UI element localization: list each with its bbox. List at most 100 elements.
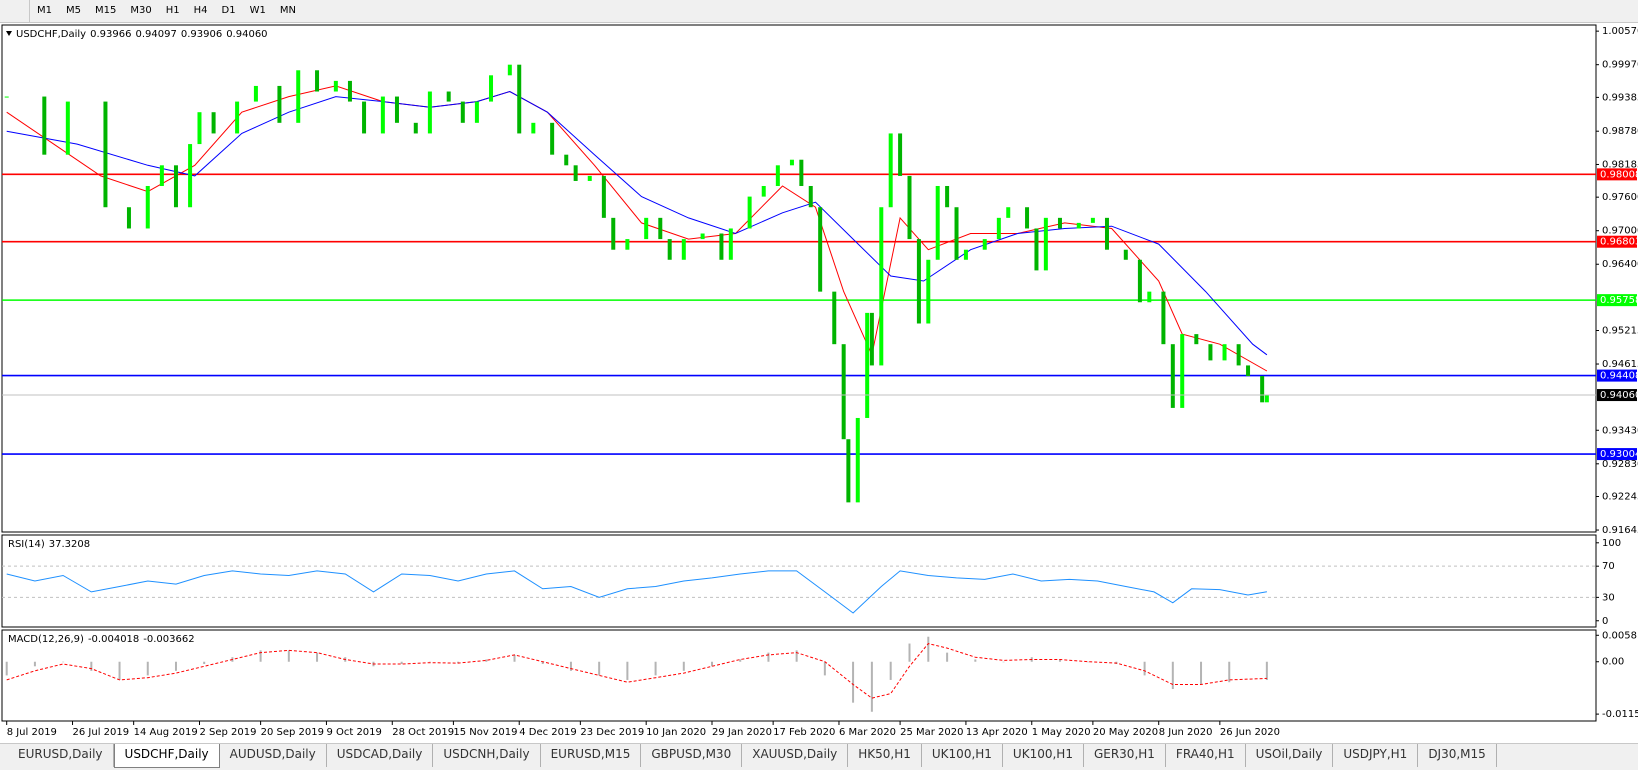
candle — [1104, 217, 1109, 250]
timeframe-button[interactable]: M5 — [66, 5, 81, 16]
timeframe-button[interactable]: M30 — [130, 5, 152, 16]
y-tick-label: 0.95215 — [1602, 325, 1638, 336]
level-label: 0.94408 — [1600, 371, 1638, 382]
chart-tab[interactable]: UK100,H1 — [1003, 744, 1084, 767]
candle — [625, 239, 630, 250]
candle — [235, 101, 240, 134]
macd-bar — [5, 661, 8, 676]
candle — [996, 217, 1001, 240]
candle — [832, 291, 837, 345]
candle — [550, 122, 555, 155]
candle — [601, 175, 606, 218]
candle — [1246, 365, 1251, 377]
panel-frame — [1, 534, 1597, 628]
chart-tab[interactable]: USDCAD,Daily — [327, 744, 434, 767]
timeframe-button[interactable]: H1 — [165, 5, 180, 16]
x-tick-label: 9 Oct 2019 — [326, 727, 381, 738]
chart-tab[interactable]: HK50,H1 — [848, 744, 922, 767]
candle — [1208, 344, 1213, 361]
timeframe-button[interactable]: H4 — [193, 5, 208, 16]
chart-tab[interactable]: EURUSD,M15 — [541, 744, 642, 767]
macd-bar — [795, 650, 798, 662]
candle — [644, 217, 649, 240]
candle — [65, 101, 70, 155]
macd-bar — [33, 661, 36, 667]
header-value: 37.3208 — [49, 539, 90, 550]
timeframe-toolbar: M1 M5 M15 M30 H1 H4 D1 W1 MN — [0, 0, 1638, 23]
y-tick-label: 100 — [1602, 538, 1621, 549]
y-tick-label: 0 — [1602, 616, 1608, 627]
chart-tab[interactable]: DJ30,M15 — [1418, 744, 1497, 767]
candle — [728, 228, 733, 260]
chart-tab[interactable]: GER30,H1 — [1084, 744, 1166, 767]
chart-tabs: EURUSD,Daily USDCHF,Daily AUDUSD,Daily USDC… — [0, 743, 1638, 770]
header-triangle — [6, 31, 12, 36]
candle — [197, 112, 202, 145]
macd-bar — [1228, 661, 1231, 683]
candle — [507, 64, 512, 76]
timeframe-button[interactable]: MN — [279, 5, 296, 16]
level-label-bg — [1597, 168, 1637, 181]
header-value: RSI(14) — [8, 539, 45, 550]
macd-bar — [1002, 661, 1005, 663]
chart-tab[interactable]: FRA40,H1 — [1166, 744, 1246, 767]
macd-bar — [569, 661, 572, 671]
candle — [1057, 217, 1062, 229]
candle — [611, 217, 616, 250]
candle — [188, 144, 193, 208]
y-tick-label: 30 — [1602, 592, 1615, 603]
chart-tab[interactable]: UK100,H1 — [922, 744, 1003, 767]
macd-bar — [1171, 661, 1174, 690]
candle — [818, 207, 823, 292]
macd-bar — [457, 661, 460, 664]
y-tick-label: 0.91645 — [1602, 525, 1638, 536]
macd-bar — [870, 661, 873, 712]
candle — [1123, 249, 1128, 260]
candle — [879, 207, 884, 366]
timeframe-button[interactable]: M1 — [37, 5, 52, 16]
timeframe-button[interactable]: M15 — [95, 5, 117, 16]
x-tick-label: 25 Mar 2020 — [900, 727, 963, 738]
indicator-header: MACD(12,26,9) -0.004018 -0.003662 — [8, 634, 195, 645]
panel-frame — [1, 629, 1597, 722]
chart-tab[interactable]: GBPUSD,M30 — [641, 744, 743, 767]
chart-tab[interactable]: USDJPY,H1 — [1333, 744, 1419, 767]
candle — [898, 133, 903, 176]
macd-bar — [316, 652, 319, 662]
macd-bar — [287, 650, 290, 662]
candle — [916, 239, 921, 324]
header-value: -0.004018 — [88, 634, 139, 645]
x-tick-label: 2 Sep 2019 — [199, 727, 256, 738]
chart-tab[interactable]: USOil,Daily — [1246, 744, 1334, 767]
candle — [1161, 291, 1166, 345]
level-label-bg — [1597, 235, 1637, 248]
candle — [253, 85, 258, 102]
x-tick-label: 8 Jun 2020 — [1159, 727, 1213, 738]
macd-bar — [541, 661, 544, 665]
timeframe-button[interactable]: W1 — [249, 5, 266, 16]
macd-bar — [118, 661, 121, 680]
candle — [789, 159, 794, 166]
timeframe-button[interactable]: D1 — [221, 5, 236, 16]
candle — [296, 70, 301, 123]
candle — [564, 154, 569, 166]
last-price-bg — [1597, 389, 1637, 402]
chart-tab[interactable]: USDCNH,Daily — [433, 744, 541, 767]
chart-tab[interactable]: XAUUSD,Daily — [742, 744, 849, 767]
chart-tab[interactable]: AUDUSD,Daily — [220, 744, 327, 767]
chart-tab[interactable]: EURUSD,Daily — [8, 744, 114, 767]
candle — [489, 75, 494, 102]
candle — [4, 96, 9, 98]
x-tick-label: 20 Sep 2019 — [261, 727, 324, 738]
chart-header: USDCHF,Daily 0.93966 0.94097 0.93906 0.94060 — [16, 29, 268, 40]
candle — [587, 175, 592, 181]
macd-bar — [889, 661, 892, 680]
candle — [103, 101, 108, 208]
chart-tab[interactable]: USDCHF,Daily — [113, 744, 220, 768]
candle — [1194, 334, 1199, 345]
candle — [1170, 344, 1175, 408]
candle — [926, 259, 931, 324]
